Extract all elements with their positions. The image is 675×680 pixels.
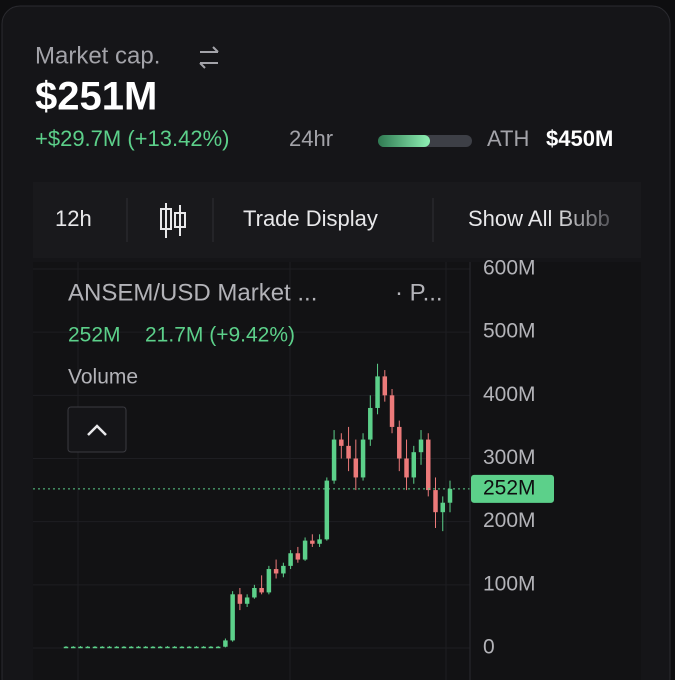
change: +$29.7M (+13.42%)	[35, 126, 229, 151]
candle-body	[165, 646, 170, 649]
candle-body	[78, 646, 83, 649]
last-price-label: 252M	[483, 476, 536, 499]
period: 24hr	[289, 126, 333, 151]
legend-value: 252M	[68, 324, 121, 347]
candle-body	[447, 488, 453, 503]
candle-body	[324, 480, 330, 540]
chart-area	[33, 262, 641, 680]
ath-bar-fill	[378, 135, 430, 147]
swap-icon[interactable]	[199, 46, 219, 69]
candle-body	[310, 540, 315, 544]
market-cap-label: Market cap.	[35, 42, 160, 69]
candle-body	[346, 445, 351, 459]
candle-body	[404, 458, 409, 478]
last-price-box	[471, 474, 554, 503]
candle-body	[331, 439, 337, 481]
candle-body	[63, 646, 69, 649]
candle-body	[107, 646, 112, 649]
candle-body	[288, 553, 293, 566]
candle-body	[208, 646, 214, 649]
candle-body	[411, 452, 417, 478]
show-bubbles[interactable]: Show All Bubb	[468, 206, 610, 231]
candle-body	[353, 458, 359, 478]
candle-body	[375, 376, 380, 408]
candle-body	[157, 646, 163, 649]
volume-label: Volume	[68, 366, 138, 389]
legend-extra: · P...	[395, 279, 443, 306]
candle-body	[281, 565, 286, 574]
candle-body	[150, 646, 156, 649]
ath-value: $450M	[546, 126, 613, 151]
candle-body	[143, 646, 148, 649]
legend-title: ANSEM/USD Market ...	[68, 279, 317, 306]
candle-body	[230, 594, 235, 641]
candle-body	[418, 439, 424, 453]
candle-body	[273, 569, 279, 574]
candle-body	[237, 594, 243, 604]
candle-body	[295, 553, 301, 560]
candle-body	[433, 490, 438, 513]
candle-body	[259, 587, 264, 593]
candle-body	[317, 539, 322, 544]
candle-body	[136, 646, 141, 649]
candle-body	[179, 646, 185, 649]
candle-body	[215, 646, 221, 649]
toolbar	[33, 182, 641, 258]
candle-body	[85, 646, 90, 649]
market-cap-value: $251M	[35, 75, 157, 119]
y-tick-label: 600M	[483, 257, 536, 280]
candle-body	[426, 439, 431, 491]
candle-body	[70, 646, 76, 649]
candle-body	[389, 395, 395, 427]
candle-body	[128, 646, 134, 649]
collapse-button[interactable]	[67, 406, 127, 453]
candle-body	[99, 646, 105, 649]
candle-body	[244, 597, 250, 604]
trade-display[interactable]: Trade Display	[243, 206, 378, 231]
candle-icon[interactable]	[160, 203, 186, 238]
candle-body	[194, 646, 199, 649]
candle-body	[382, 376, 388, 396]
y-tick-label: 300M	[483, 446, 536, 469]
candle-body	[92, 646, 98, 649]
interval[interactable]: 12h	[55, 206, 92, 231]
candle-body	[172, 646, 177, 649]
y-tick-label: 500M	[483, 320, 536, 343]
candle-body	[302, 540, 308, 560]
candle-body	[114, 646, 119, 649]
candle-body	[252, 587, 257, 598]
y-tick-label: 400M	[483, 383, 536, 406]
plot	[33, 262, 470, 680]
candle-body	[440, 502, 446, 513]
candle-body	[186, 646, 192, 649]
candle-body	[368, 407, 373, 440]
candle-body	[339, 439, 344, 446]
candle-body	[266, 569, 272, 593]
ath-label: ATH	[487, 126, 529, 151]
y-tick-label: 100M	[483, 572, 536, 595]
y-tick-label: 200M	[483, 509, 536, 532]
candle-body	[201, 646, 206, 649]
candle-body	[397, 426, 402, 459]
candle-body	[121, 646, 127, 649]
legend-change: 21.7M (+9.42%)	[145, 324, 295, 347]
y-tick-label: 0	[483, 636, 495, 659]
candle-body	[223, 640, 228, 647]
chevron-up	[87, 424, 107, 436]
candle-body	[360, 439, 366, 478]
